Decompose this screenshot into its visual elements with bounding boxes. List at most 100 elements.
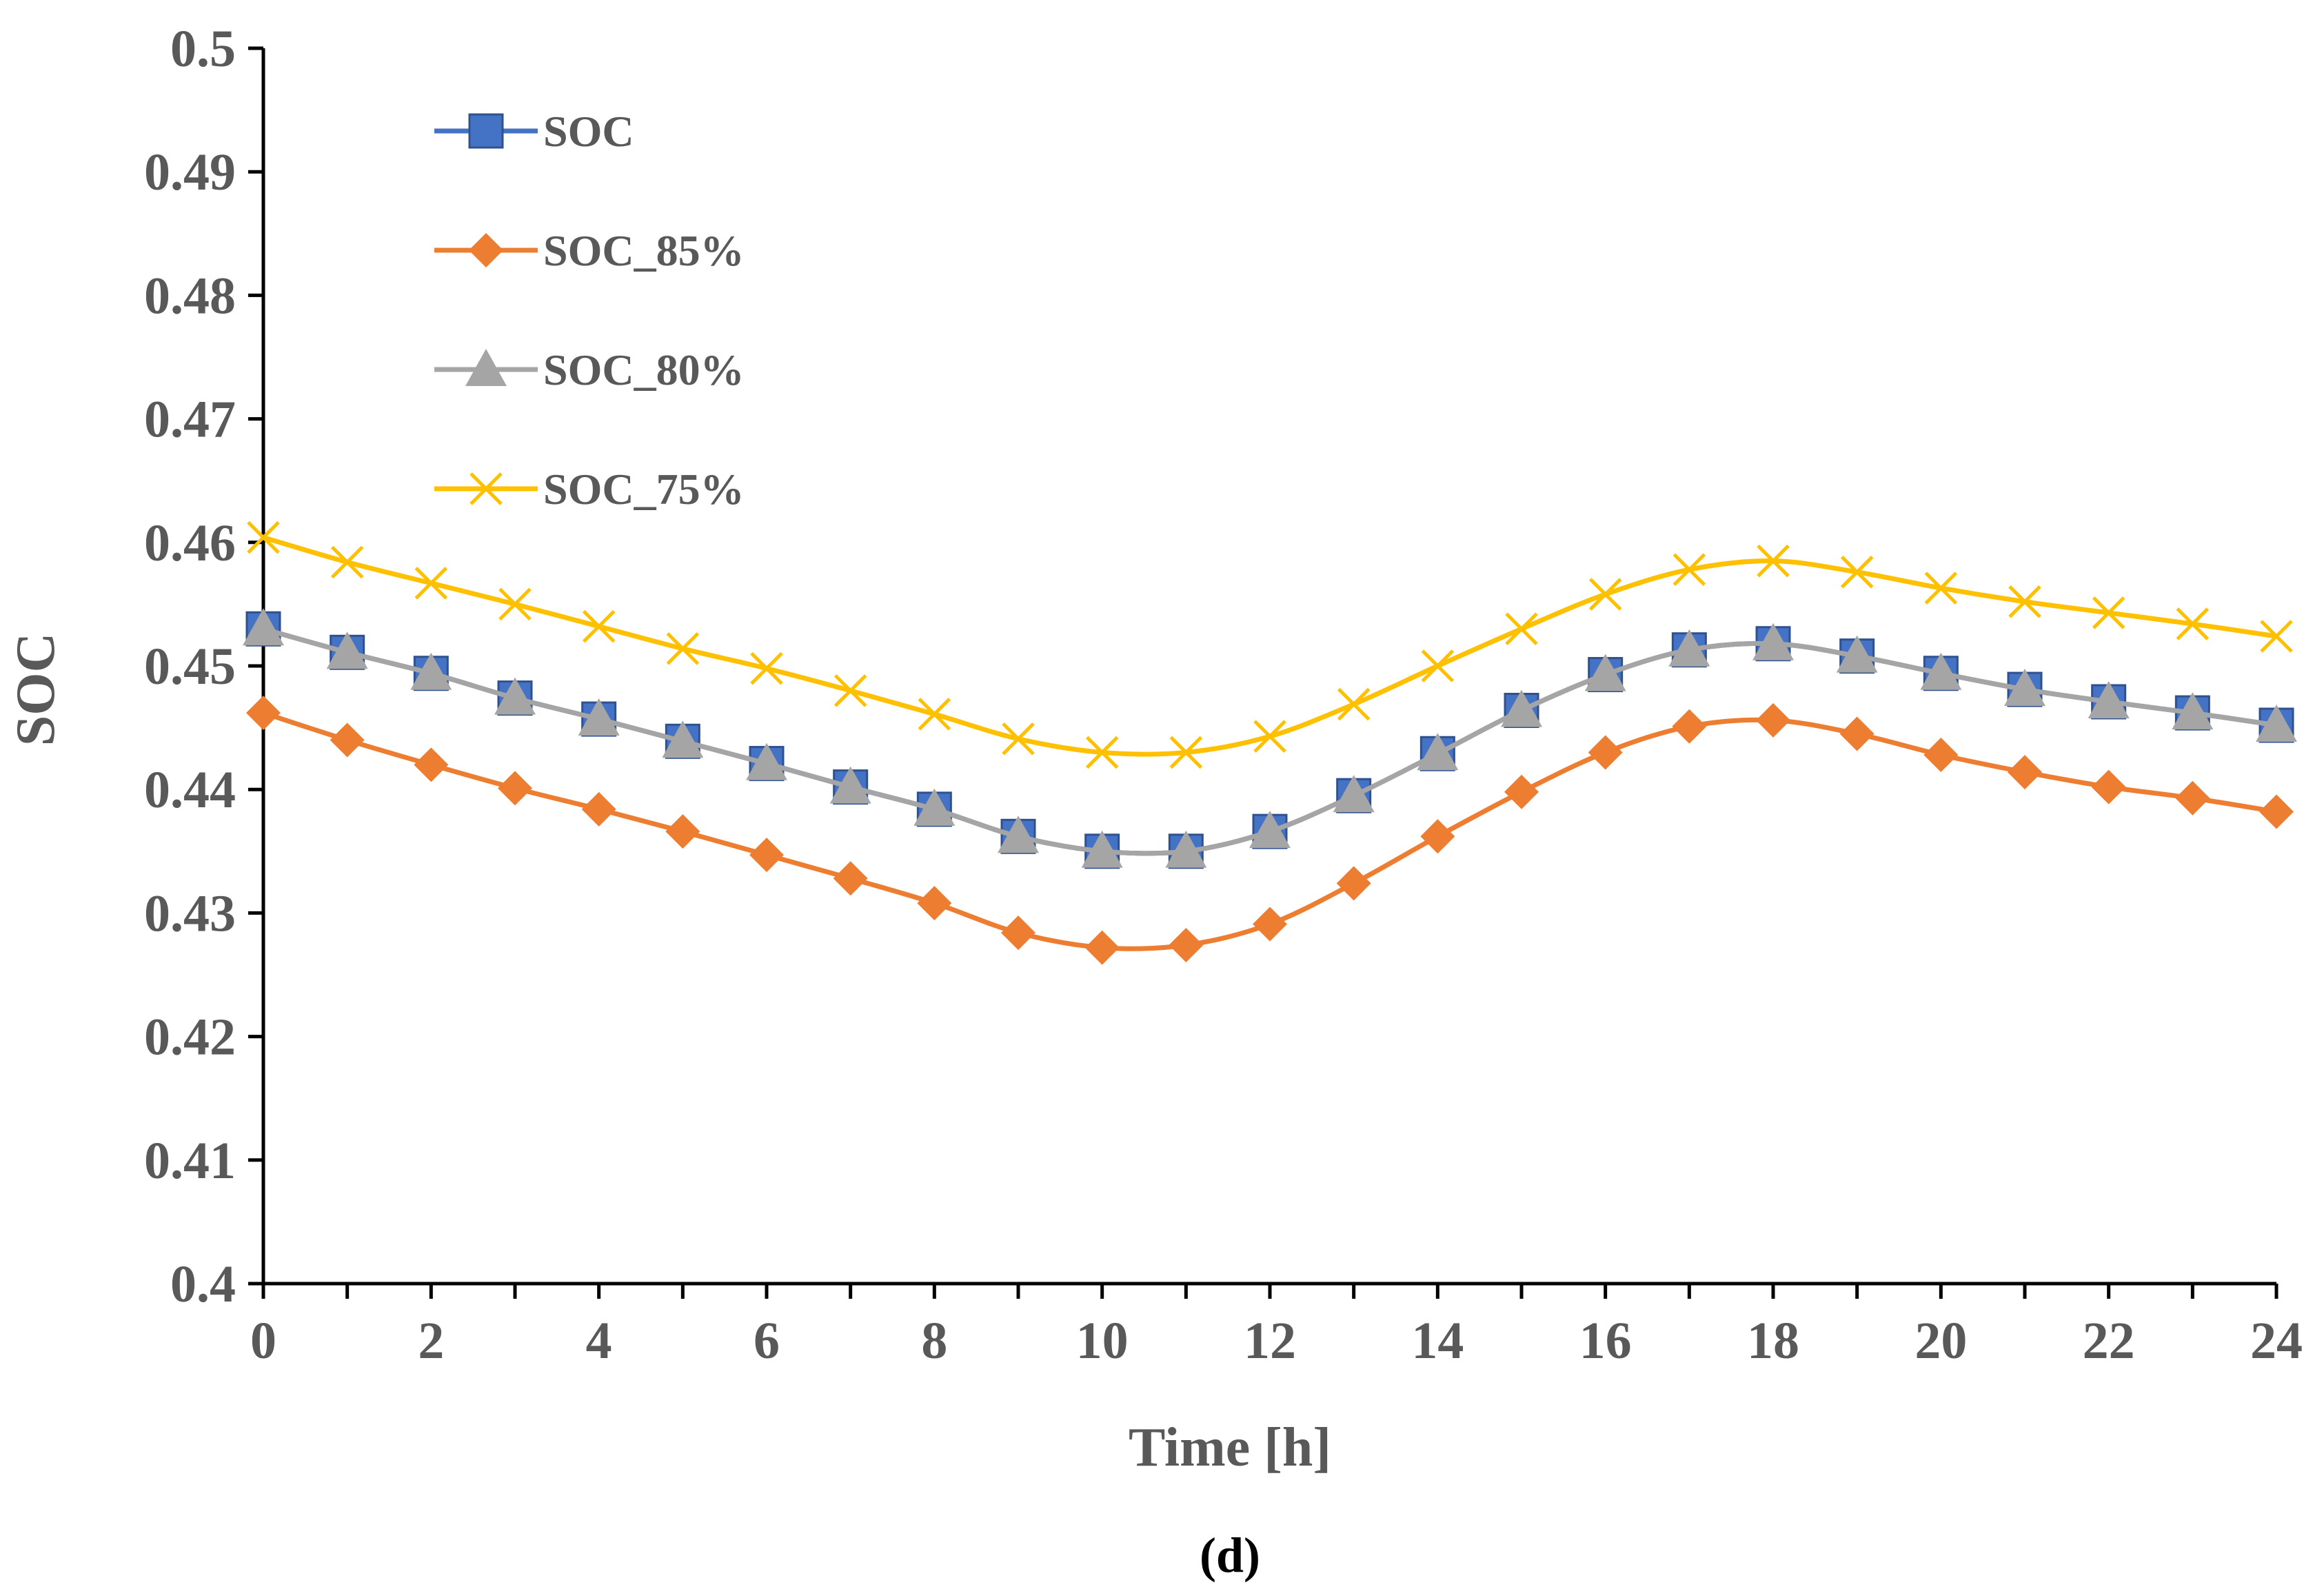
x-tick-label: 18: [1747, 1312, 1799, 1370]
legend: SOC SOC_85% SOC_80% SOC_75%: [434, 107, 745, 514]
data-point-marker: [2091, 769, 2126, 804]
marker-stroke: [1085, 736, 1119, 769]
legend-item: SOC: [434, 107, 634, 156]
data-point-marker: [1417, 733, 1459, 771]
legend-item: SOC_85%: [434, 226, 745, 275]
legend-label: SOC_75%: [543, 465, 745, 514]
data-point-marker: [243, 608, 284, 646]
series-line: [263, 535, 2277, 757]
marker-stroke: [582, 609, 616, 643]
series-soc-75-: [247, 520, 2293, 769]
y-tick-label: 0.5: [170, 20, 236, 78]
x-tick-label: 24: [2250, 1312, 2303, 1370]
data-point-marker: [326, 631, 368, 669]
data-point-marker: [1668, 629, 1710, 667]
legend-label: SOC_80%: [543, 345, 745, 394]
data-point-marker: [498, 771, 532, 806]
marker-stroke: [1757, 544, 1790, 578]
data-point-marker: [833, 861, 868, 896]
marker-stroke: [1253, 720, 1286, 753]
data-point-marker: [1420, 819, 1455, 854]
data-point-marker: [465, 349, 507, 386]
data-point-marker: [578, 698, 620, 736]
data-point-marker: [2175, 780, 2210, 816]
marker-stroke: [1337, 687, 1371, 721]
x-tick-label: 10: [1076, 1312, 1129, 1370]
data-point-marker: [1923, 738, 1959, 773]
data-point-marker: [1836, 635, 1878, 673]
data-point-marker: [1084, 930, 1120, 965]
marker-stroke: [1002, 722, 1035, 756]
y-tick-label: 0.45: [144, 638, 236, 696]
data-point-marker: [1169, 927, 1204, 962]
data-point-marker: [414, 747, 449, 782]
data-point-marker: [1588, 578, 1622, 611]
data-point-marker: [746, 742, 787, 780]
legend-label: SOC_85%: [543, 226, 745, 275]
data-point-marker: [1253, 720, 1286, 753]
data-point-marker: [1333, 775, 1375, 813]
marker-stroke: [2176, 607, 2210, 640]
marker-stroke: [1588, 578, 1622, 611]
figure-caption: (d): [1200, 1528, 1260, 1583]
marker-stroke: [1505, 612, 1538, 646]
data-point-marker: [2088, 680, 2130, 718]
marker-stroke: [1840, 556, 1874, 589]
marker-stroke: [750, 651, 783, 685]
marker-stroke: [469, 472, 503, 505]
y-axis-title: SOC: [6, 633, 66, 747]
x-tick-label: 6: [754, 1312, 780, 1370]
marker-stroke: [2092, 596, 2125, 629]
data-point-marker: [1337, 687, 1371, 721]
data-point-marker: [1253, 907, 1287, 942]
data-point-marker: [918, 698, 951, 731]
data-point-marker: [2256, 705, 2297, 742]
series-soc-80-: [243, 608, 2297, 868]
data-point-marker: [1752, 623, 1794, 660]
data-point-marker: [494, 677, 536, 715]
marker-stroke: [498, 587, 532, 621]
data-point-marker: [749, 838, 784, 873]
legend-item: SOC_80%: [434, 345, 745, 394]
marker-stroke: [666, 632, 700, 665]
data-point-marker: [1165, 830, 1207, 868]
data-point-marker: [998, 816, 1039, 853]
x-tick-label: 20: [1914, 1312, 1967, 1370]
data-point-marker: [1672, 709, 1707, 744]
data-point-marker: [1840, 556, 1874, 589]
plot-area: [243, 520, 2297, 965]
data-point-marker: [1757, 544, 1790, 578]
data-point-marker: [665, 814, 700, 849]
data-point-marker: [246, 696, 281, 731]
data-point-marker: [414, 567, 448, 600]
y-tick-label: 0.4: [170, 1255, 236, 1313]
x-tick-label: 12: [1244, 1312, 1296, 1370]
data-point-marker: [913, 788, 956, 826]
data-point-marker: [469, 472, 503, 505]
data-point-marker: [2008, 755, 2042, 790]
y-tick-label: 0.49: [144, 143, 236, 201]
data-point-marker: [1169, 736, 1203, 769]
data-point-marker: [666, 632, 700, 665]
data-point-marker: [1924, 571, 1958, 605]
data-point-marker: [469, 233, 503, 267]
x-tick-label: 16: [1579, 1312, 1632, 1370]
data-point-marker: [833, 674, 867, 707]
data-point-marker: [1421, 649, 1455, 682]
marker-stroke: [2260, 620, 2293, 653]
x-tick-label: 0: [250, 1312, 276, 1370]
data-point-marker: [498, 587, 532, 621]
marker-stroke: [1924, 571, 1958, 605]
marker-stroke: [247, 520, 280, 554]
marker-stroke: [330, 545, 364, 579]
x-tick-label: 2: [418, 1312, 444, 1370]
data-point-marker: [1588, 735, 1623, 770]
data-point-marker: [1673, 553, 1706, 586]
x-axis-title: Time [h]: [1129, 1417, 1331, 1478]
y-tick-label: 0.46: [144, 514, 236, 572]
data-point-marker: [2172, 692, 2214, 730]
data-point-marker: [582, 609, 616, 643]
data-point-marker: [829, 766, 871, 804]
data-point-marker: [750, 651, 783, 685]
